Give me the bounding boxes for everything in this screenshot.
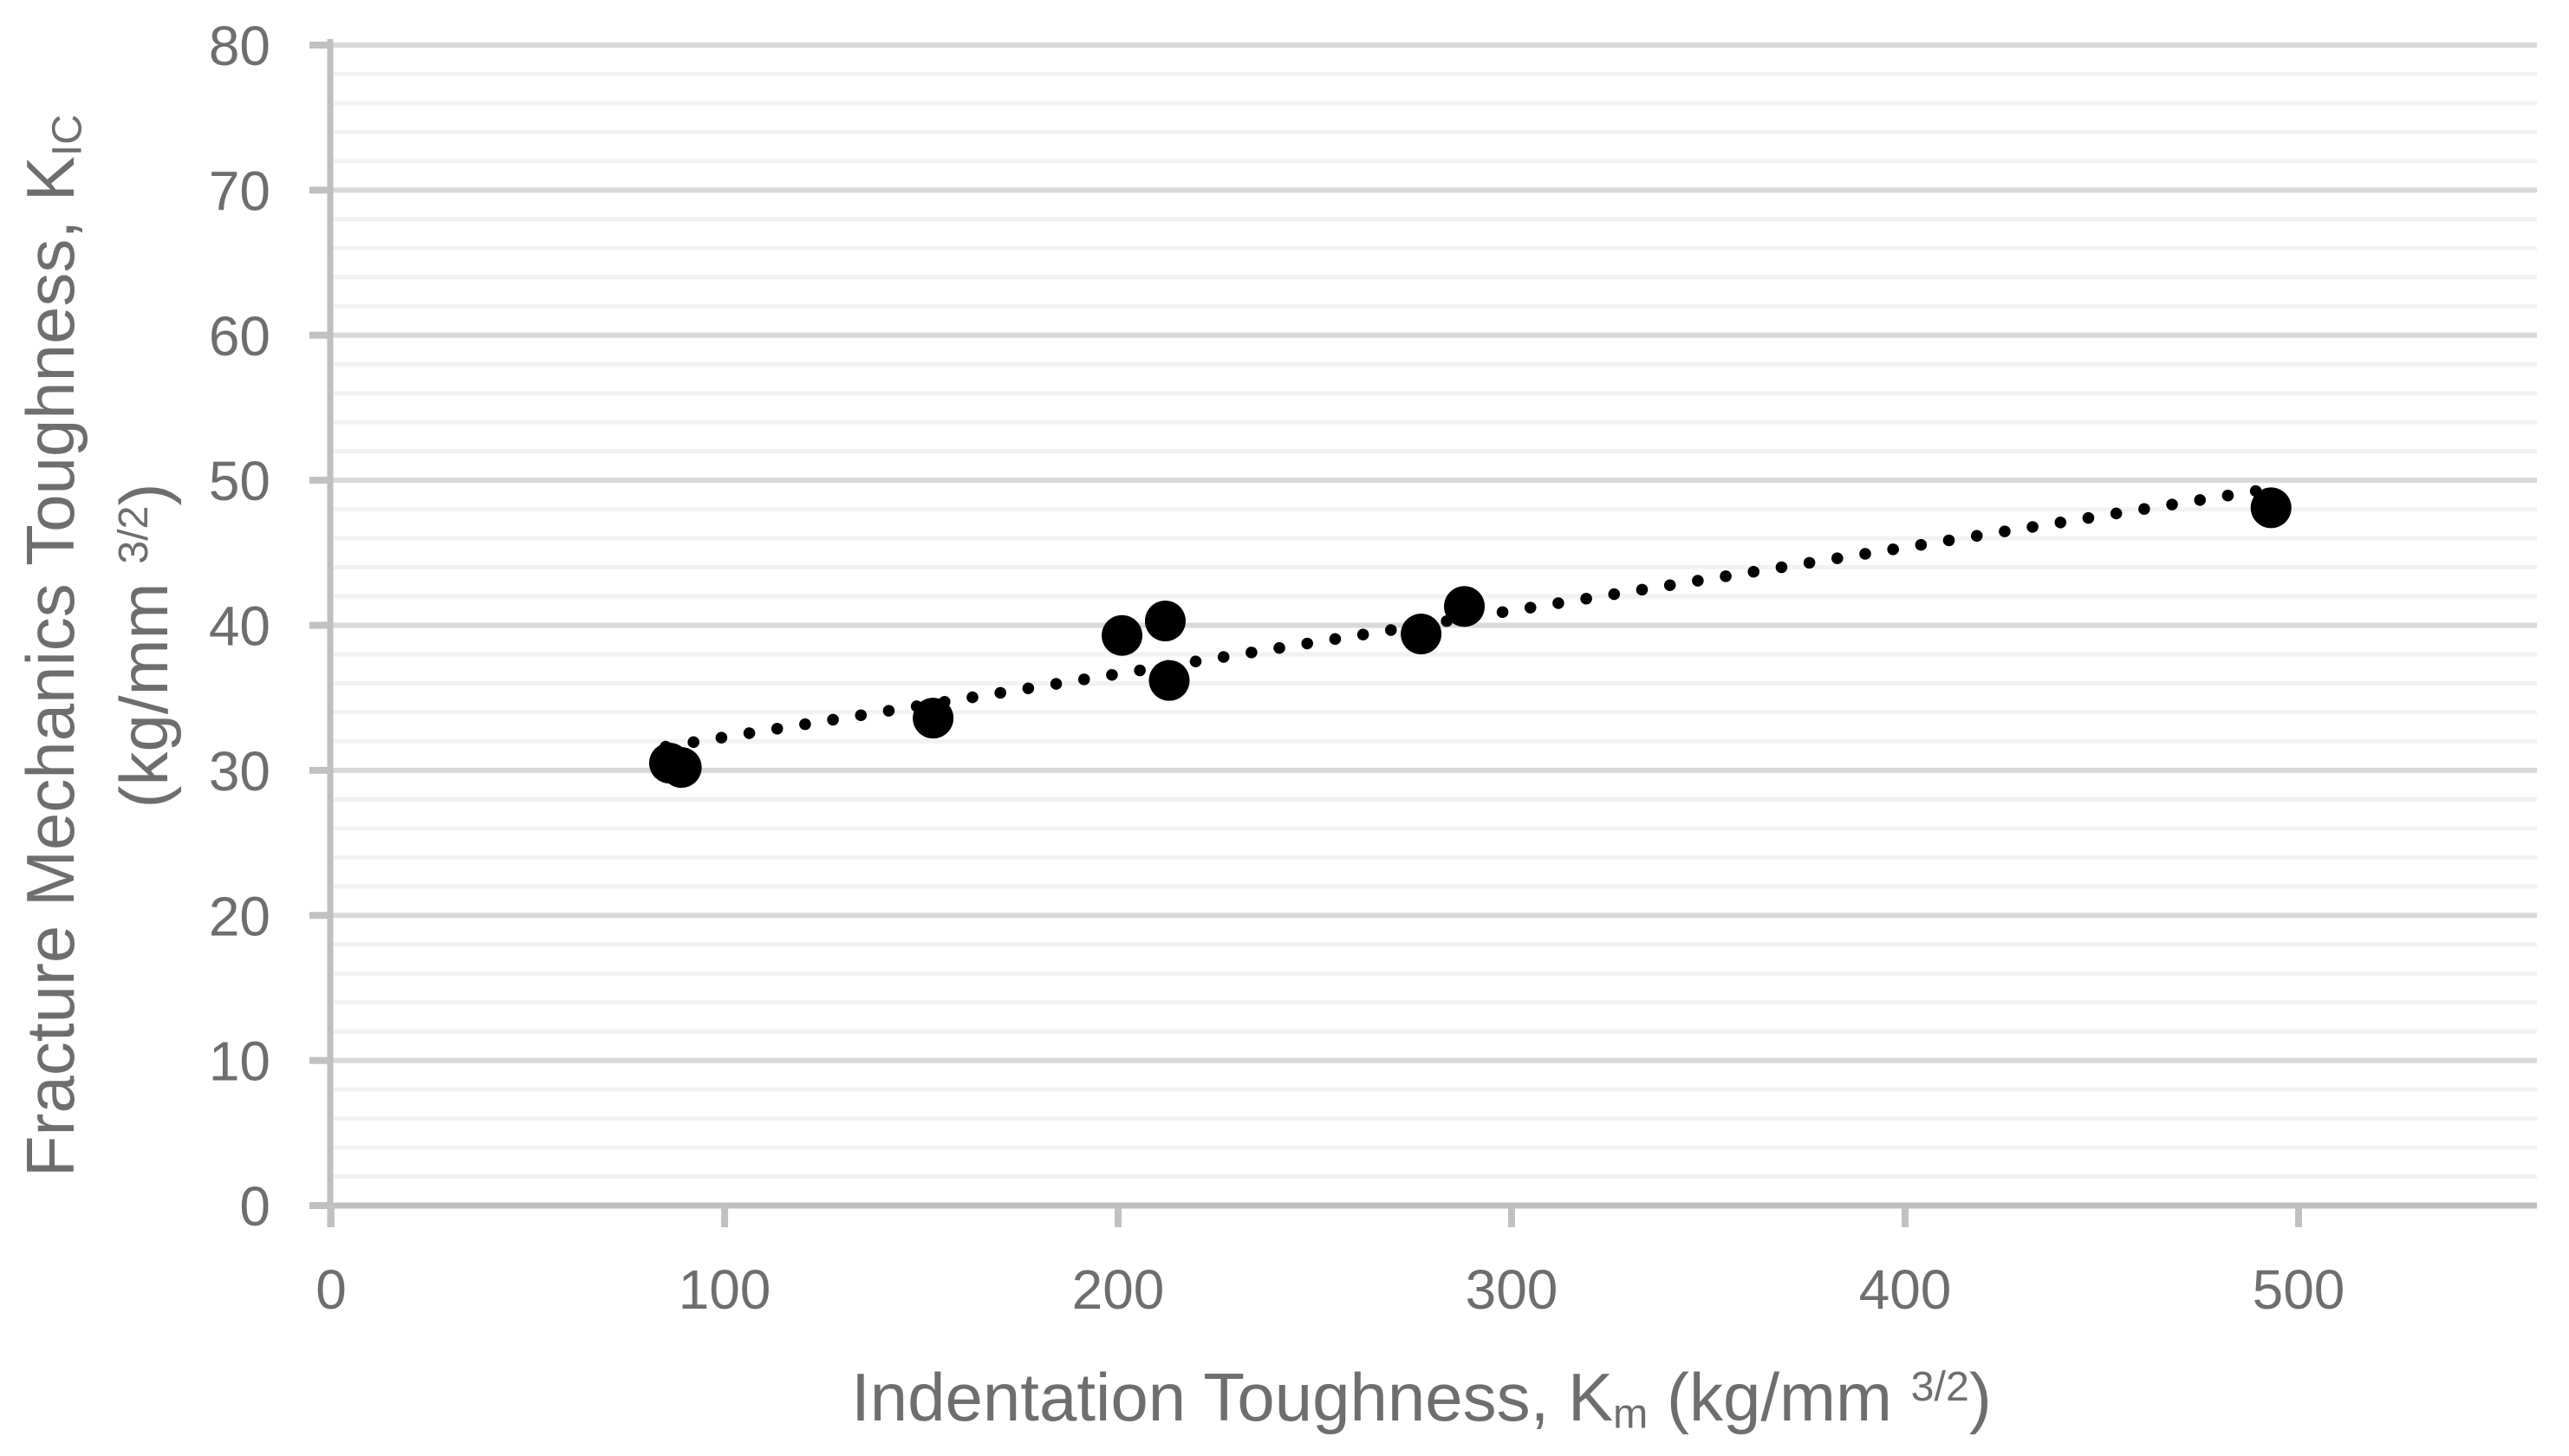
y-tick-label: 80	[209, 15, 270, 77]
data-point	[1401, 614, 1442, 655]
y-tick-label: 0	[239, 1175, 270, 1238]
data-point	[2250, 487, 2292, 529]
x-tick-label: 300	[1466, 1258, 1558, 1321]
data-point	[1144, 600, 1186, 641]
x-axis-title-main: Indentation Toughness, K	[851, 1359, 1614, 1435]
x-axis-unit-post: )	[1968, 1359, 1992, 1435]
y-axis-unit-post: )	[106, 483, 182, 506]
data-point	[1102, 614, 1143, 656]
x-axis-unit-superscript: 3/2	[1910, 1362, 1969, 1410]
x-tick-label: 100	[679, 1258, 771, 1321]
y-tick-label: 20	[209, 885, 270, 947]
y-tick-label: 10	[209, 1030, 270, 1093]
data-point	[913, 698, 954, 739]
x-tick-label: 200	[1072, 1258, 1165, 1321]
x-tick-label: 500	[2253, 1258, 2345, 1321]
x-axis-title: Indentation Toughness, Km (kg/mm 3/2)	[851, 1362, 1992, 1435]
y-axis-title-line1: Fracture Mechanics Toughness, KIC	[12, 114, 91, 1177]
data-point	[660, 747, 702, 789]
y-tick-label: 50	[209, 450, 270, 512]
y-axis-unit-pre: (kg/mm	[106, 563, 182, 809]
data-point	[1444, 586, 1486, 627]
data-point	[1148, 660, 1190, 701]
x-tick-label: 400	[1859, 1258, 1952, 1321]
x-tick-label: 0	[315, 1258, 347, 1321]
y-axis-unit-superscript: 3/2	[109, 505, 157, 564]
x-axis-unit-pre: (kg/mm	[1648, 1359, 1911, 1435]
x-axis-title-subscript: m	[1613, 1390, 1649, 1438]
y-tick-label: 40	[209, 595, 270, 658]
y-axis-title-main: Fracture Mechanics Toughness, K	[12, 156, 88, 1178]
y-axis-title-subscript: IC	[43, 114, 91, 157]
y-tick-label: 70	[209, 159, 270, 222]
y-axis-title-line2: (kg/mm 3/2)	[106, 484, 182, 809]
y-tick-label: 60	[209, 305, 270, 367]
y-tick-label: 30	[209, 740, 270, 803]
